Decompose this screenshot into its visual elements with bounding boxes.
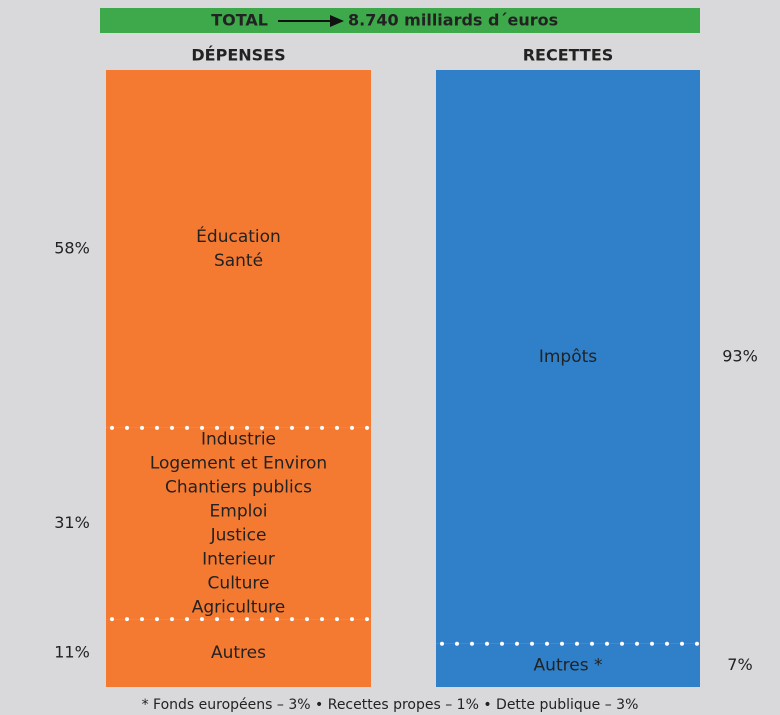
- percent-label: 58%: [54, 238, 90, 257]
- segment-label: Justice: [210, 525, 267, 545]
- segment-label: Autres *: [534, 655, 603, 675]
- segment: [106, 427, 371, 620]
- percent-label: 7%: [727, 655, 752, 674]
- segment: [106, 619, 371, 687]
- title-prefix: TOTAL: [211, 11, 268, 30]
- column-header: RECETTES: [523, 46, 614, 65]
- segment-label: Autres: [211, 643, 266, 663]
- chart-title: 8.740 milliards d´euros: [348, 11, 558, 30]
- column-header: DÉPENSES: [191, 46, 285, 65]
- title-arrowhead: [330, 15, 344, 27]
- segment-label: Impôts: [539, 347, 597, 367]
- footnote: * Fonds européens – 3% • Recettes propes…: [142, 697, 639, 713]
- segment-label: Santé: [214, 251, 263, 271]
- segment-label: Agriculture: [192, 597, 286, 617]
- segment: [436, 70, 700, 644]
- title-banner: [100, 8, 700, 33]
- segment: [436, 643, 700, 687]
- percent-label: 93%: [722, 346, 758, 365]
- segment-label: Éducation: [196, 225, 281, 247]
- segment-label: Logement et Environ: [150, 453, 327, 473]
- segment-label: Interieur: [202, 549, 275, 569]
- segment-label: Emploi: [210, 501, 268, 521]
- segment-label: Culture: [208, 573, 270, 593]
- percent-label: 11%: [54, 643, 90, 662]
- segment-label: Industrie: [201, 429, 276, 449]
- percent-label: 31%: [54, 513, 90, 532]
- segment: [106, 70, 371, 428]
- segment-label: Chantiers publics: [165, 477, 312, 497]
